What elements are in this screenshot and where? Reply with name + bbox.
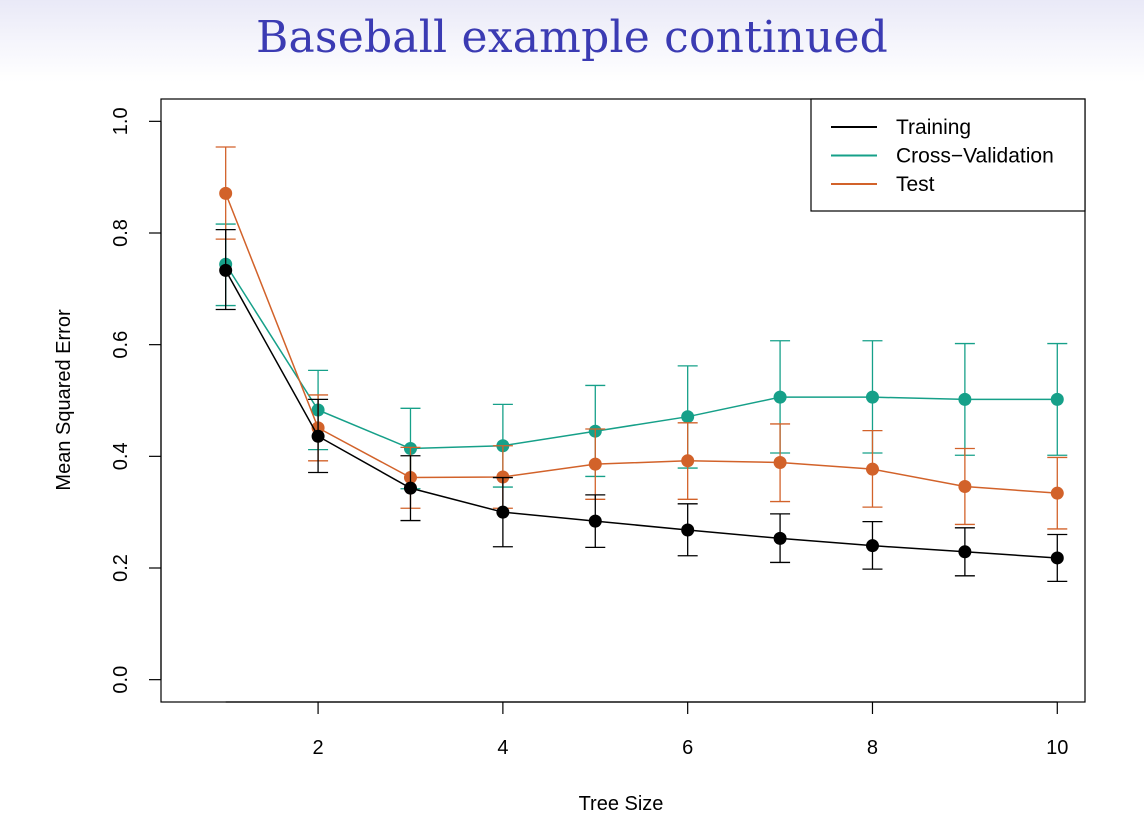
series-layer [215, 146, 1068, 583]
x-tick-label: 6 [682, 737, 693, 759]
slide-title: Baseball example continued [255, 12, 889, 63]
y-axis: 0.0 0.2 0.4 0.6 0.8 1.0 [110, 107, 162, 694]
series-line [225, 263, 1058, 450]
data-point [681, 523, 695, 537]
data-point [865, 390, 879, 404]
data-point [496, 505, 510, 519]
series-line [224, 193, 1058, 494]
x-axis-label: Tree Size [579, 793, 664, 815]
series-0 [215, 228, 1068, 583]
x-tick-label: 10 [1046, 737, 1068, 759]
x-tick-label: 4 [497, 737, 508, 759]
data-point [1050, 486, 1064, 500]
data-point [865, 539, 879, 553]
data-point [958, 392, 972, 406]
data-point [681, 410, 695, 424]
legend-label: Cross−Validation [896, 145, 1054, 168]
y-tick-label: 0.0 [110, 666, 132, 694]
series-2 [215, 146, 1068, 530]
data-point [311, 429, 325, 443]
data-point [681, 454, 695, 468]
data-point [773, 455, 787, 469]
y-tick-label: 0.6 [110, 331, 132, 359]
y-tick-label: 0.2 [110, 554, 132, 582]
data-point [588, 514, 602, 528]
legend-label: Test [896, 173, 935, 196]
y-tick-label: 0.4 [110, 442, 132, 470]
data-point [588, 457, 602, 471]
title-band [0, 0, 1144, 82]
data-point [773, 531, 787, 545]
data-point [1050, 551, 1064, 565]
y-tick-label: 1.0 [110, 107, 132, 135]
series-line [225, 270, 1058, 559]
data-point [403, 481, 417, 495]
legend: Training Cross−Validation Test [810, 98, 1086, 212]
data-point [219, 263, 233, 277]
data-point [773, 390, 787, 404]
x-tick-label: 8 [867, 737, 878, 759]
data-point [958, 479, 972, 493]
series-1 [215, 223, 1068, 490]
x-axis: 2 4 6 8 10 [225, 701, 1068, 759]
y-axis-label: Mean Squared Error [53, 309, 75, 491]
y-tick-label: 0.8 [110, 219, 132, 247]
data-point [1050, 392, 1064, 406]
x-tick-label: 2 [313, 737, 324, 759]
data-point [958, 545, 972, 559]
legend-label: Training [896, 116, 971, 139]
data-point [865, 462, 879, 476]
data-point [219, 186, 233, 200]
